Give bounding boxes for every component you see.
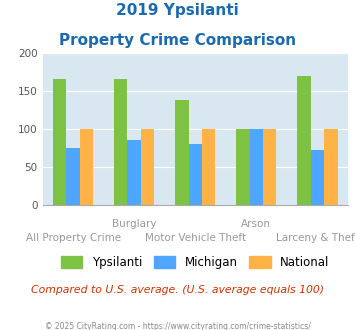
Text: © 2025 CityRating.com - https://www.cityrating.com/crime-statistics/: © 2025 CityRating.com - https://www.city… [45, 322, 310, 330]
Text: All Property Crime: All Property Crime [26, 233, 121, 243]
Text: 2019 Ypsilanti: 2019 Ypsilanti [116, 3, 239, 18]
Bar [297, 76, 311, 205]
Text: Compared to U.S. average. (U.S. average equals 100): Compared to U.S. average. (U.S. average … [31, 285, 324, 295]
Bar [189, 144, 202, 205]
Text: Motor Vehicle Theft: Motor Vehicle Theft [145, 233, 246, 243]
Bar [263, 129, 277, 205]
Bar [80, 129, 93, 205]
Bar [236, 129, 250, 205]
Text: Larceny & Theft: Larceny & Theft [276, 233, 355, 243]
Bar [114, 79, 127, 205]
Bar [53, 79, 66, 205]
Text: Property Crime Comparison: Property Crime Comparison [59, 33, 296, 48]
Bar [175, 100, 189, 205]
Bar [141, 129, 154, 205]
Bar [324, 129, 338, 205]
Text: Burglary: Burglary [112, 219, 157, 229]
Bar [311, 150, 324, 205]
Bar [202, 129, 215, 205]
Bar [250, 129, 263, 205]
Bar [127, 140, 141, 205]
Bar [66, 148, 80, 205]
Legend: Ypsilanti, Michigan, National: Ypsilanti, Michigan, National [61, 256, 329, 269]
Text: Arson: Arson [241, 219, 271, 229]
